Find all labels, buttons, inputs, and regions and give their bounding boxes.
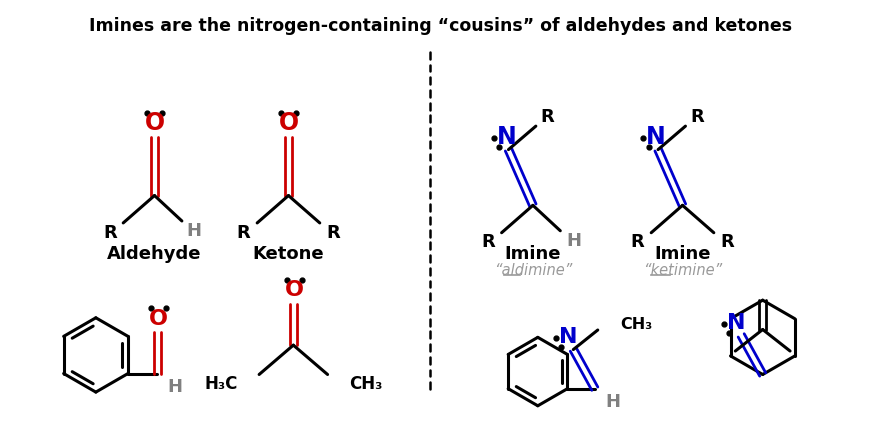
Text: R: R [541, 108, 555, 126]
Text: O: O [145, 111, 165, 135]
Text: CH₃: CH₃ [620, 317, 653, 332]
Text: O: O [279, 111, 298, 135]
Text: Ketone: Ketone [252, 245, 325, 263]
Text: Imine: Imine [505, 245, 561, 263]
Text: N: N [497, 125, 516, 149]
Text: R: R [691, 108, 704, 126]
Text: H₃C: H₃C [205, 375, 237, 393]
Text: H: H [168, 378, 183, 396]
Text: O: O [285, 280, 303, 301]
Text: Imine: Imine [654, 245, 711, 263]
Text: R: R [236, 224, 250, 242]
Text: H: H [605, 393, 620, 411]
Text: N: N [559, 327, 578, 347]
Text: N: N [647, 125, 666, 149]
Text: CH₃: CH₃ [349, 375, 383, 393]
Text: R: R [326, 224, 340, 242]
Text: R: R [103, 224, 117, 242]
Text: O: O [149, 309, 168, 329]
Text: R: R [481, 234, 495, 252]
Text: “ketimine”: “ketimine” [643, 264, 722, 279]
Text: H: H [186, 222, 201, 240]
Text: R: R [631, 234, 645, 252]
Text: “aldimine”: “aldimine” [494, 264, 572, 279]
Text: N: N [727, 313, 745, 333]
Text: R: R [721, 234, 735, 252]
Text: Aldehyde: Aldehyde [108, 245, 202, 263]
Text: Imines are the nitrogen-containing “cousins” of aldehydes and ketones: Imines are the nitrogen-containing “cous… [89, 18, 793, 35]
Text: H: H [566, 231, 581, 249]
